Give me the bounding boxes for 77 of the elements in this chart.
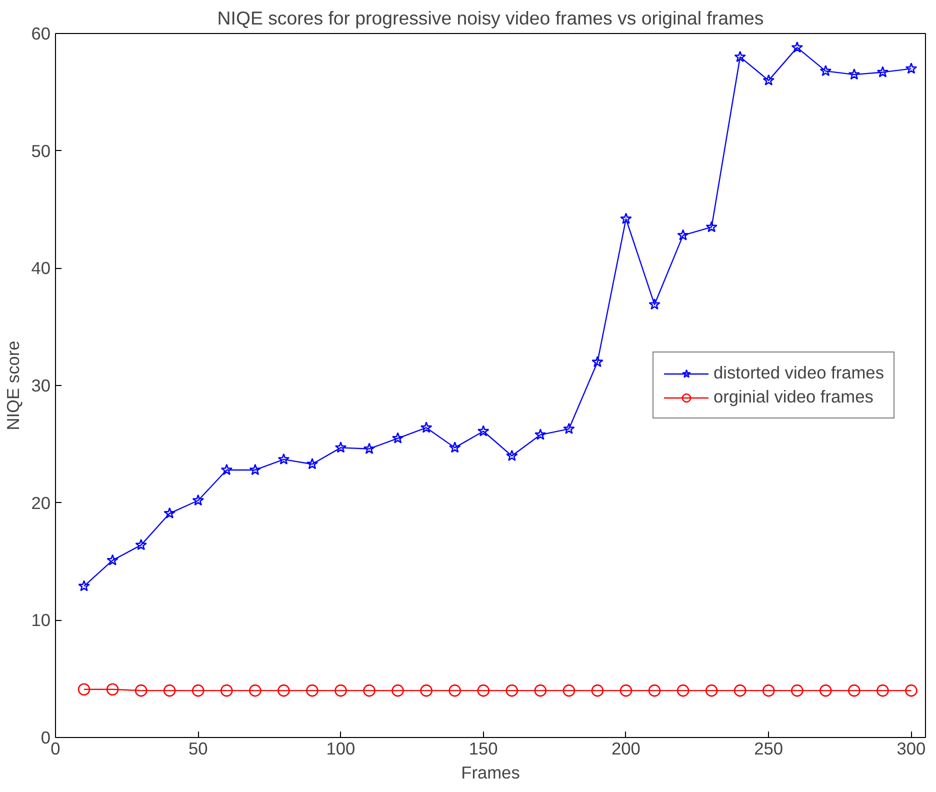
y-tick-label: 20 <box>31 492 51 513</box>
point <box>506 450 518 461</box>
x-axis-title: Frames <box>461 762 520 782</box>
point <box>820 684 832 697</box>
point <box>762 74 774 86</box>
point <box>905 684 918 697</box>
point <box>762 684 775 697</box>
point <box>220 684 233 697</box>
legend-label: distorted video frames <box>714 362 884 384</box>
y-axis-title: NIQE score <box>3 340 24 430</box>
point <box>848 684 860 697</box>
x-tick-label: 250 <box>754 738 784 758</box>
point <box>78 683 90 696</box>
y-tick-label: 50 <box>31 140 51 161</box>
point <box>648 298 660 310</box>
point <box>534 428 546 440</box>
point <box>278 684 290 697</box>
point <box>506 684 518 697</box>
point <box>477 684 490 697</box>
point <box>420 684 432 697</box>
point <box>420 422 432 433</box>
point <box>790 684 804 697</box>
point <box>620 212 632 224</box>
point <box>563 422 575 434</box>
point <box>135 538 147 550</box>
point <box>306 458 318 470</box>
point <box>876 684 889 697</box>
legend-label: orginial video frames <box>714 386 874 408</box>
point <box>677 229 689 240</box>
y-tick-label: 60 <box>31 24 51 44</box>
point <box>278 453 290 465</box>
point <box>106 554 118 566</box>
point <box>192 494 204 506</box>
point <box>334 442 347 453</box>
y-tick-label: 30 <box>31 376 51 396</box>
point <box>791 41 804 53</box>
y-tick-label: 40 <box>31 258 51 278</box>
point <box>220 464 233 476</box>
point <box>192 684 204 697</box>
point <box>448 684 461 697</box>
x-tick-label: 300 <box>896 738 926 758</box>
point <box>820 64 832 76</box>
point <box>78 580 90 592</box>
point <box>306 684 318 697</box>
point <box>363 684 376 697</box>
point <box>534 684 547 697</box>
point <box>592 356 604 368</box>
point <box>448 442 461 453</box>
point <box>363 442 376 454</box>
point <box>163 684 176 697</box>
point <box>620 684 632 697</box>
point <box>648 684 661 697</box>
point <box>249 684 262 697</box>
point <box>734 50 746 62</box>
point <box>392 432 404 444</box>
point <box>477 425 490 436</box>
x-tick-label: 50 <box>188 738 208 758</box>
point <box>562 684 576 697</box>
point <box>734 684 746 697</box>
point <box>705 684 718 697</box>
chart-title: NIQE scores for progressive noisy video frames vs original frames <box>217 8 764 28</box>
point <box>706 220 718 232</box>
point <box>106 683 119 696</box>
point <box>591 684 604 697</box>
point <box>334 684 347 697</box>
point <box>164 507 176 518</box>
point <box>392 684 404 697</box>
x-tick-label: 150 <box>468 738 498 758</box>
point <box>848 68 860 80</box>
y-tick-label: 10 <box>31 610 51 630</box>
point <box>905 62 918 74</box>
point <box>676 684 690 697</box>
x-tick-label: 100 <box>326 738 356 758</box>
x-tick-label: 200 <box>612 738 640 758</box>
point <box>876 66 889 78</box>
point <box>134 684 148 697</box>
point <box>249 464 262 476</box>
